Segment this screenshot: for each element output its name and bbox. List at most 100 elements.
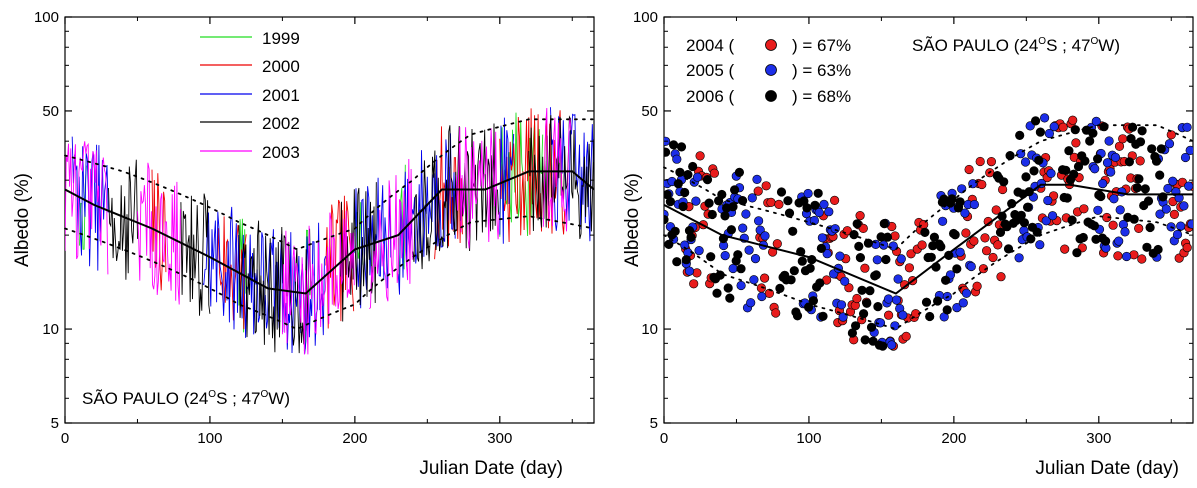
left-y-tick-label: 50	[42, 103, 59, 120]
right-x-axis-label: Julian Date (day)	[1035, 458, 1179, 479]
series-point-2005	[1187, 219, 1193, 229]
series-point-2006	[878, 341, 888, 351]
series-point-2006	[871, 270, 881, 280]
series-point-2004	[774, 199, 784, 209]
series-point-2006	[1003, 244, 1014, 254]
series-point-2004	[689, 279, 699, 289]
series-line-2000	[325, 195, 355, 329]
series-point-2006	[947, 194, 957, 204]
series-point-2004	[964, 164, 974, 175]
right-y-tick-label: 10	[641, 321, 658, 338]
series-point-2006	[729, 185, 740, 195]
series-point-2005	[1014, 253, 1024, 263]
series-point-2005	[1155, 209, 1165, 219]
series-point-2006	[1070, 125, 1080, 135]
series-point-2006	[1019, 218, 1030, 228]
series-point-2004	[975, 156, 985, 167]
series-line-2001	[499, 117, 515, 244]
series-point-2004	[1113, 251, 1123, 261]
series-point-2004	[961, 228, 971, 238]
series-point-2005	[958, 298, 968, 308]
series-point-2005	[1041, 216, 1051, 226]
series-line-2003	[281, 210, 355, 355]
series-line-2001	[397, 133, 456, 295]
series-point-2006	[1155, 170, 1165, 180]
series-point-2006	[1145, 222, 1155, 233]
series-point-2005	[872, 255, 882, 265]
series-point-2006	[733, 250, 743, 260]
series-point-2006	[1069, 169, 1079, 179]
series-point-2006	[1021, 172, 1031, 182]
right-x-tick-label: 0	[660, 430, 668, 447]
right-panel: 0 100 200 300 5 10 50 100 2004 ( ) = 67% 2005 (…	[622, 9, 1194, 479]
left-x-tick-label: 300	[487, 430, 512, 447]
left-mean-curve	[64, 170, 595, 295]
series-point-2005	[966, 261, 976, 272]
series-point-2004	[1182, 243, 1192, 253]
series-point-2004	[988, 252, 998, 263]
right-location-annotation: SÃO PAULO (24OS ; 47OW)	[912, 36, 1120, 55]
series-point-2006	[1022, 202, 1033, 212]
series-point-2006	[852, 219, 862, 229]
right-mean-curve	[663, 183, 1193, 295]
series-point-2005	[883, 294, 894, 304]
series-point-2006	[816, 243, 827, 253]
series-point-2006	[737, 196, 748, 206]
legend-marker-2004	[765, 39, 777, 51]
series-point-2005	[741, 209, 751, 219]
series-point-2005	[720, 251, 730, 261]
series-point-2006	[1032, 227, 1042, 237]
series-point-2006	[670, 226, 680, 236]
series-point-2004	[1135, 156, 1145, 166]
series-point-2005	[1185, 145, 1193, 155]
series-point-2006	[1088, 128, 1098, 138]
series-point-2006	[849, 230, 859, 240]
series-point-2005	[961, 288, 972, 298]
series-line-2001	[550, 107, 594, 242]
series-point-2006	[810, 200, 820, 210]
series-point-2004	[978, 264, 989, 274]
series-point-2005	[1115, 205, 1125, 215]
left-x-tick-label: 100	[197, 430, 222, 447]
series-point-2006	[803, 302, 814, 312]
series-point-2006	[955, 197, 965, 207]
series-point-2006	[1080, 156, 1090, 166]
series-point-2004	[766, 197, 776, 207]
legend-marker-2006	[765, 90, 777, 102]
series-point-2005	[1044, 128, 1054, 139]
series-point-2006	[680, 187, 690, 198]
left-y-axis-label: Albedo (%)	[12, 173, 33, 267]
series-point-2004	[977, 179, 987, 190]
series-point-2006	[936, 242, 946, 252]
right-x-tick-label: 300	[1086, 430, 1111, 447]
series-point-2006	[1030, 116, 1041, 126]
left-lower-envelope	[64, 215, 594, 331]
left-x-tick-label: 200	[342, 430, 367, 447]
series-point-2005	[1182, 122, 1192, 132]
series-point-2005	[937, 216, 948, 226]
series-point-2005	[898, 310, 908, 320]
series-point-2006	[668, 140, 679, 150]
legend-marker-2005	[765, 64, 777, 76]
legend-label-2004-value: ) = 67%	[792, 36, 851, 55]
right-legend: 2004 ( ) = 67% 2005 ( ) = 63% 2006 ( ) =…	[686, 36, 851, 106]
series-point-2005	[1163, 183, 1173, 194]
series-point-2004	[883, 310, 894, 320]
series-point-2005	[750, 254, 761, 264]
series-point-2006	[736, 264, 746, 274]
series-point-2006	[712, 288, 722, 298]
series-point-2006	[665, 197, 676, 207]
legend-label-2004-year: 2004 (	[686, 36, 735, 55]
series-point-2005	[747, 193, 757, 203]
series-point-2005	[814, 207, 824, 218]
legend-label-2001: 2001	[262, 86, 300, 105]
series-point-2005	[1172, 229, 1183, 240]
series-point-2005	[753, 216, 764, 226]
series-point-2006	[1137, 126, 1147, 136]
series-point-2006	[1072, 248, 1082, 258]
series-point-2004	[858, 223, 868, 233]
series-point-2006	[1151, 156, 1162, 166]
series-point-2005	[1164, 139, 1175, 149]
series-point-2006	[1124, 157, 1134, 167]
series-point-2006	[725, 293, 735, 303]
